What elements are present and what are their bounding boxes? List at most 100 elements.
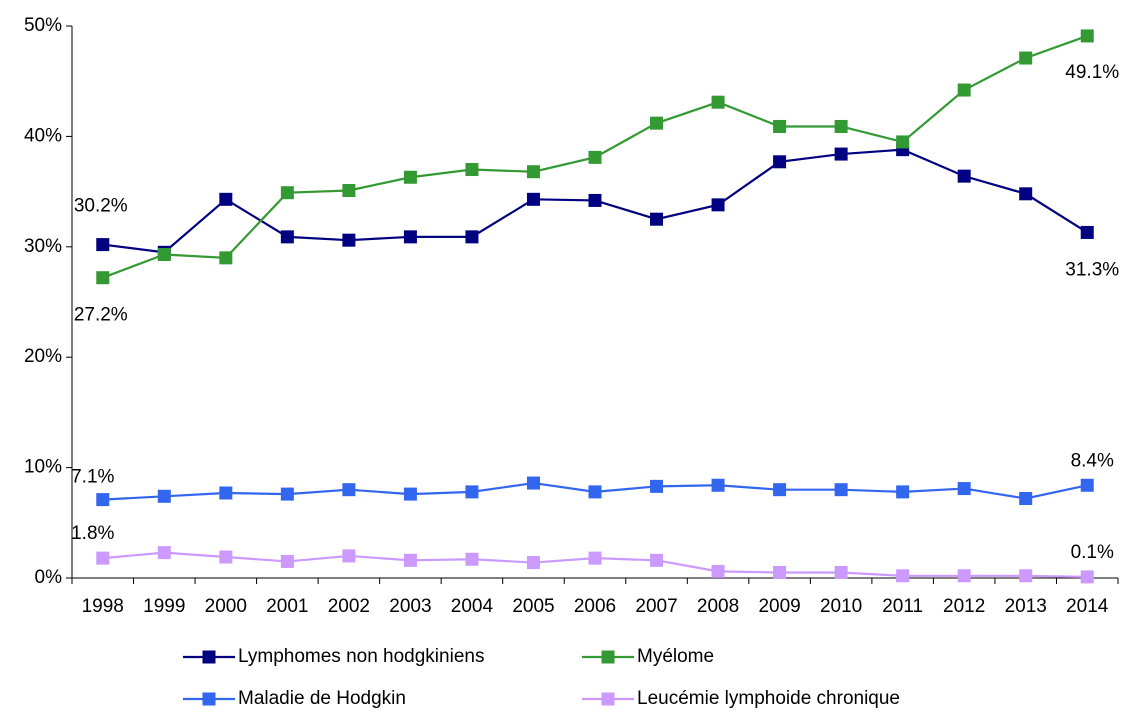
point-marker xyxy=(96,238,110,252)
y-tick-label: 0% xyxy=(35,567,63,588)
y-tick-label: 30% xyxy=(24,236,62,257)
legend-label: Maladie de Hodgkin xyxy=(238,688,406,709)
legend-marker xyxy=(202,692,216,706)
point-marker xyxy=(219,251,233,265)
point-marker xyxy=(403,230,417,244)
x-tick-label: 2008 xyxy=(697,596,739,617)
x-tick-label: 2004 xyxy=(451,596,494,617)
point-marker xyxy=(342,549,356,563)
point-marker xyxy=(465,485,479,499)
point-marker xyxy=(280,230,294,244)
point-marker xyxy=(219,192,233,206)
point-marker xyxy=(1080,478,1094,492)
point-marker xyxy=(157,248,171,262)
point-marker xyxy=(650,479,664,493)
point-marker xyxy=(773,119,787,133)
point-marker xyxy=(711,95,725,109)
x-tick-label: 1998 xyxy=(82,596,124,617)
point-marker xyxy=(711,478,725,492)
point-marker xyxy=(588,551,602,565)
point-marker xyxy=(711,198,725,212)
point-marker xyxy=(403,553,417,567)
x-tick-label: 2010 xyxy=(820,596,862,617)
point-marker xyxy=(896,569,910,583)
point-marker xyxy=(711,564,725,578)
point-marker xyxy=(650,116,664,130)
point-marker xyxy=(957,482,971,496)
data-label: 8.4% xyxy=(1071,450,1114,471)
x-tick-label: 2009 xyxy=(758,596,800,617)
y-tick-label: 40% xyxy=(24,125,62,146)
point-marker xyxy=(773,565,787,579)
x-tick-label: 2002 xyxy=(328,596,370,617)
legend-label: Myélome xyxy=(637,646,714,667)
x-tick-label: 2000 xyxy=(205,596,247,617)
point-marker xyxy=(834,119,848,133)
data-label: 0.1% xyxy=(1071,542,1114,563)
point-marker xyxy=(650,553,664,567)
point-marker xyxy=(588,193,602,207)
y-tick-label: 10% xyxy=(24,457,62,478)
y-tick-label: 20% xyxy=(24,346,62,367)
point-marker xyxy=(1019,569,1033,583)
x-tick-label: 2013 xyxy=(1005,596,1047,617)
point-marker xyxy=(465,163,479,177)
data-label: 1.8% xyxy=(71,523,114,544)
point-marker xyxy=(219,550,233,564)
point-marker xyxy=(834,483,848,497)
point-marker xyxy=(219,486,233,500)
data-label: 49.1% xyxy=(1065,62,1119,83)
point-marker xyxy=(1019,187,1033,201)
point-marker xyxy=(773,483,787,497)
point-marker xyxy=(280,186,294,200)
legend-marker xyxy=(601,692,615,706)
point-marker xyxy=(465,230,479,244)
point-marker xyxy=(957,83,971,97)
point-marker xyxy=(526,556,540,570)
point-marker xyxy=(280,487,294,501)
x-tick-label: 2007 xyxy=(635,596,677,617)
point-marker xyxy=(650,212,664,226)
legend-marker xyxy=(202,650,216,664)
legend-label: Lymphomes non hodgkiniens xyxy=(238,646,484,667)
x-tick-label: 2001 xyxy=(266,596,308,617)
point-marker xyxy=(1019,51,1033,65)
point-marker xyxy=(342,483,356,497)
x-tick-label: 2006 xyxy=(574,596,616,617)
point-marker xyxy=(526,165,540,179)
point-marker xyxy=(96,271,110,285)
data-label: 7.1% xyxy=(71,467,114,488)
point-marker xyxy=(957,169,971,183)
point-marker xyxy=(1019,492,1033,506)
point-marker xyxy=(1080,225,1094,239)
point-marker xyxy=(157,546,171,560)
x-tick-label: 2011 xyxy=(882,596,923,617)
point-marker xyxy=(96,493,110,507)
point-marker xyxy=(403,487,417,501)
point-marker xyxy=(403,170,417,184)
legend-label: Leucémie lymphoide chronique xyxy=(637,688,900,709)
x-tick-label: 2012 xyxy=(943,596,985,617)
point-marker xyxy=(1080,29,1094,43)
y-tick-label: 50% xyxy=(24,15,62,36)
point-marker xyxy=(342,183,356,197)
x-tick-label: 2014 xyxy=(1066,596,1109,617)
point-marker xyxy=(280,554,294,568)
point-marker xyxy=(834,147,848,161)
point-marker xyxy=(957,569,971,583)
point-marker xyxy=(896,485,910,499)
point-marker xyxy=(96,551,110,565)
data-label: 27.2% xyxy=(74,305,128,326)
point-marker xyxy=(588,485,602,499)
legend-marker xyxy=(601,650,615,664)
x-tick-label: 2003 xyxy=(389,596,431,617)
point-marker xyxy=(465,552,479,566)
point-marker xyxy=(896,135,910,149)
point-marker xyxy=(157,489,171,503)
point-marker xyxy=(526,192,540,206)
data-label: 30.2% xyxy=(74,196,128,217)
point-marker xyxy=(588,150,602,164)
data-label: 31.3% xyxy=(1065,259,1119,280)
point-marker xyxy=(834,565,848,579)
